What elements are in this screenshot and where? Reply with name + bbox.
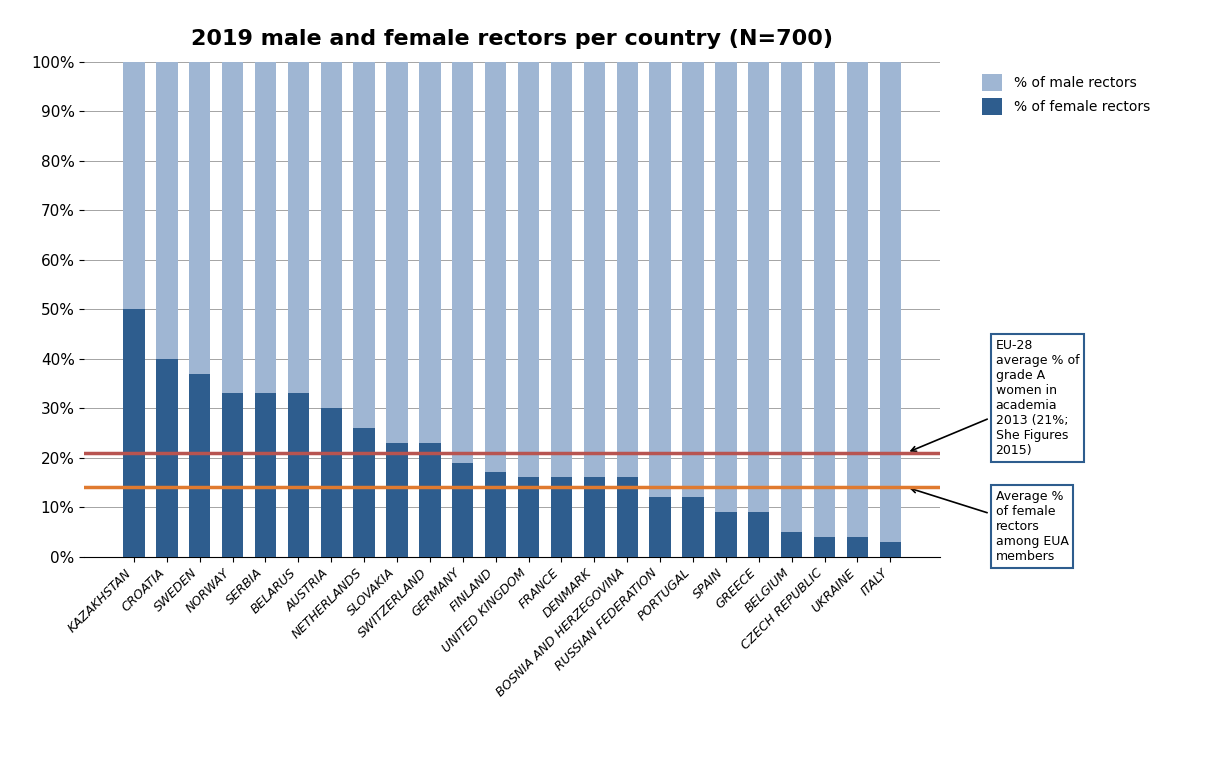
Bar (813, 62, 835, 536)
Bar (649, 497, 671, 557)
Bar (222, 62, 243, 393)
Bar (254, 62, 276, 393)
Bar (551, 478, 572, 557)
Bar (847, 536, 868, 557)
Bar (189, 62, 211, 373)
Text: EU-28
average % of
grade A
women in
academia
2013 (21%;
She Figures
2015): EU-28 average % of grade A women in acad… (911, 339, 1080, 458)
Bar (781, 532, 803, 557)
Bar (288, 393, 308, 557)
Bar (387, 62, 407, 443)
Bar (157, 62, 177, 359)
Bar (748, 512, 770, 557)
Bar (617, 62, 637, 478)
Bar (518, 62, 540, 478)
Bar (617, 478, 637, 557)
Bar (123, 62, 145, 309)
Bar (716, 62, 736, 512)
Bar (321, 408, 342, 557)
Bar (419, 62, 441, 443)
Bar (748, 62, 770, 512)
Bar (682, 497, 704, 557)
Bar (880, 542, 901, 557)
Bar (189, 373, 211, 557)
Bar (518, 478, 540, 557)
Bar (222, 393, 243, 557)
Bar (583, 478, 605, 557)
Bar (387, 443, 407, 557)
Bar (813, 536, 835, 557)
Bar (551, 62, 572, 478)
Bar (353, 62, 375, 428)
Bar (321, 62, 342, 408)
Bar (583, 62, 605, 478)
Bar (484, 62, 506, 472)
Bar (781, 62, 803, 532)
Bar (254, 393, 276, 557)
Bar (649, 62, 671, 497)
Bar (157, 359, 177, 557)
Text: Average %
of female
rectors
among EUA
members: Average % of female rectors among EUA me… (911, 488, 1069, 564)
Bar (419, 443, 441, 557)
Title: 2019 male and female rectors per country (N=700): 2019 male and female rectors per country… (192, 29, 833, 49)
Bar (716, 512, 736, 557)
Bar (123, 309, 145, 557)
Bar (452, 62, 474, 462)
Bar (452, 462, 474, 557)
Bar (880, 62, 901, 542)
Bar (484, 472, 506, 557)
Bar (847, 62, 868, 536)
Bar (353, 428, 375, 557)
Bar (288, 62, 308, 393)
Bar (682, 62, 704, 497)
Legend: % of male rectors, % of female rectors: % of male rectors, % of female rectors (976, 69, 1156, 121)
